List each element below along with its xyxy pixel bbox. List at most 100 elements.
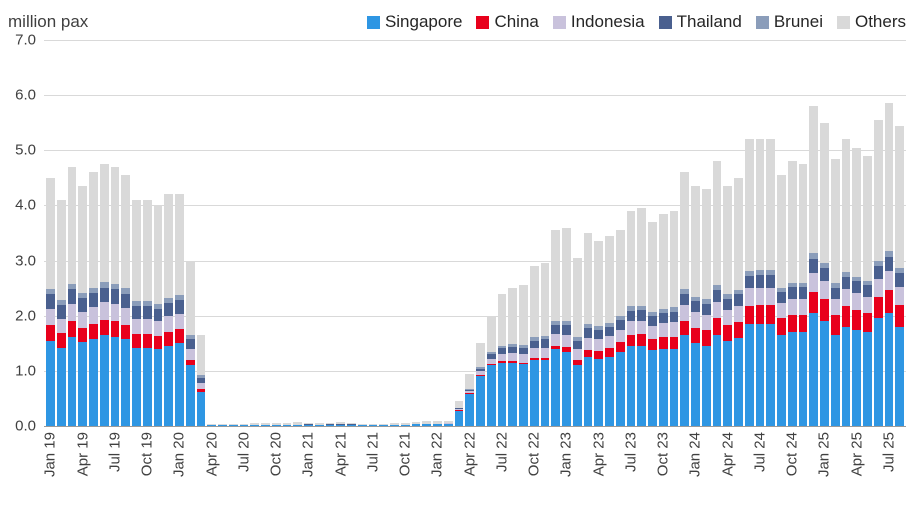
bar-dec-21 (422, 40, 431, 426)
legend: Singapore China Indonesia Thailand Brunei Oth… (366, 12, 906, 32)
chart-body: 0.0 1.0 2.0 3.0 4.0 5.0 6.0 7.0 (6, 33, 906, 434)
segment-singapore (293, 424, 302, 426)
bar-aug-23 (637, 40, 646, 426)
segment-others (863, 155, 872, 281)
segment-brunei (497, 345, 507, 349)
segment-china (626, 335, 636, 347)
segment-brunei (744, 270, 754, 276)
bar-jan-25 (820, 40, 829, 426)
bar-jan-20 (175, 40, 184, 426)
y-tick-label: 0.0 (15, 417, 36, 435)
segment-indonesia (830, 299, 840, 316)
segment-singapore (529, 359, 539, 426)
segment-singapore (78, 342, 87, 426)
bar-oct-19 (142, 40, 152, 426)
segment-others (89, 172, 98, 288)
segment-china (830, 315, 840, 336)
x-slot (573, 427, 582, 489)
bar-aug-20 (250, 40, 259, 426)
segment-china (519, 362, 528, 365)
segment-thailand (648, 315, 657, 326)
segment-china (723, 325, 732, 341)
segment-indonesia (46, 308, 55, 326)
segment-china (615, 342, 625, 352)
segment-china (583, 349, 593, 358)
bar-jun-19 (99, 40, 109, 426)
y-axis: 0.0 1.0 2.0 3.0 4.0 5.0 6.0 7.0 (6, 33, 44, 434)
segment-others (583, 233, 593, 325)
segment-thailand (175, 299, 184, 314)
bar-may-24 (734, 40, 743, 426)
segment-china (648, 338, 657, 350)
bar-may-22 (476, 40, 485, 426)
segment-singapore (777, 335, 786, 426)
segment-china (852, 309, 861, 330)
segment-indonesia (142, 319, 152, 334)
x-slot (379, 427, 388, 489)
segment-others (830, 158, 840, 284)
segment-thailand (336, 424, 345, 425)
segment-thailand (820, 267, 829, 281)
segment-china (712, 318, 722, 336)
segment-thailand (153, 308, 163, 322)
bar-apr-23 (594, 40, 603, 426)
segment-singapore (691, 343, 700, 426)
segment-brunei (626, 306, 636, 311)
segment-indonesia (465, 391, 474, 394)
segment-singapore (454, 410, 464, 426)
segment-china (755, 305, 765, 324)
segment-brunei (185, 335, 195, 339)
segment-thailand (744, 275, 754, 289)
segment-singapore (820, 321, 829, 426)
x-slot: Apr 22 (461, 427, 478, 489)
segment-thailand (680, 293, 689, 306)
x-tick-label: Apr 23 (590, 432, 608, 477)
segment-indonesia (615, 329, 625, 343)
segment-thailand (637, 310, 646, 321)
bar-feb-19 (56, 40, 66, 426)
segment-others (508, 288, 517, 345)
segment-indonesia (755, 287, 765, 306)
segment-brunei (712, 284, 722, 290)
segment-thailand (164, 302, 173, 317)
x-slot: Apr 21 (332, 427, 349, 489)
segment-singapore (798, 332, 808, 426)
segment-others (820, 122, 829, 263)
segment-brunei (648, 311, 657, 316)
x-slot (89, 427, 98, 489)
x-tick-label: Jul 22 (493, 432, 511, 473)
segment-indonesia (820, 281, 829, 300)
segment-brunei (572, 337, 582, 341)
segment-indonesia (873, 278, 883, 297)
segment-china (454, 410, 464, 411)
x-slot (702, 427, 711, 489)
segment-indonesia (744, 288, 754, 306)
segment-others (110, 166, 120, 284)
segment-china (99, 319, 109, 336)
segment-thailand (497, 348, 507, 354)
x-slot: Jan 23 (558, 427, 575, 489)
segment-china (89, 324, 98, 339)
segment-indonesia (529, 348, 539, 358)
segment-singapore (400, 424, 410, 426)
x-slot: Oct 22 (526, 427, 543, 489)
x-tick-label: Apr 20 (203, 432, 221, 477)
segment-others (400, 422, 410, 425)
segment-others (121, 175, 130, 289)
segment-others (228, 423, 238, 426)
legend-swatch-icon (476, 15, 490, 29)
segment-singapore (175, 343, 184, 426)
segment-thailand (691, 301, 700, 313)
segment-others (411, 421, 421, 425)
bar-mar-20 (196, 40, 206, 426)
x-tick-label: Oct 19 (138, 432, 156, 477)
segment-china (175, 328, 184, 344)
segment-thailand (712, 289, 722, 302)
bar-oct-22 (529, 40, 539, 426)
segment-singapore (626, 346, 636, 426)
segment-brunei (615, 315, 625, 320)
bar-nov-21 (411, 40, 421, 426)
bar-jun-24 (744, 40, 754, 426)
segment-others (691, 186, 700, 297)
segment-brunei (46, 288, 55, 295)
